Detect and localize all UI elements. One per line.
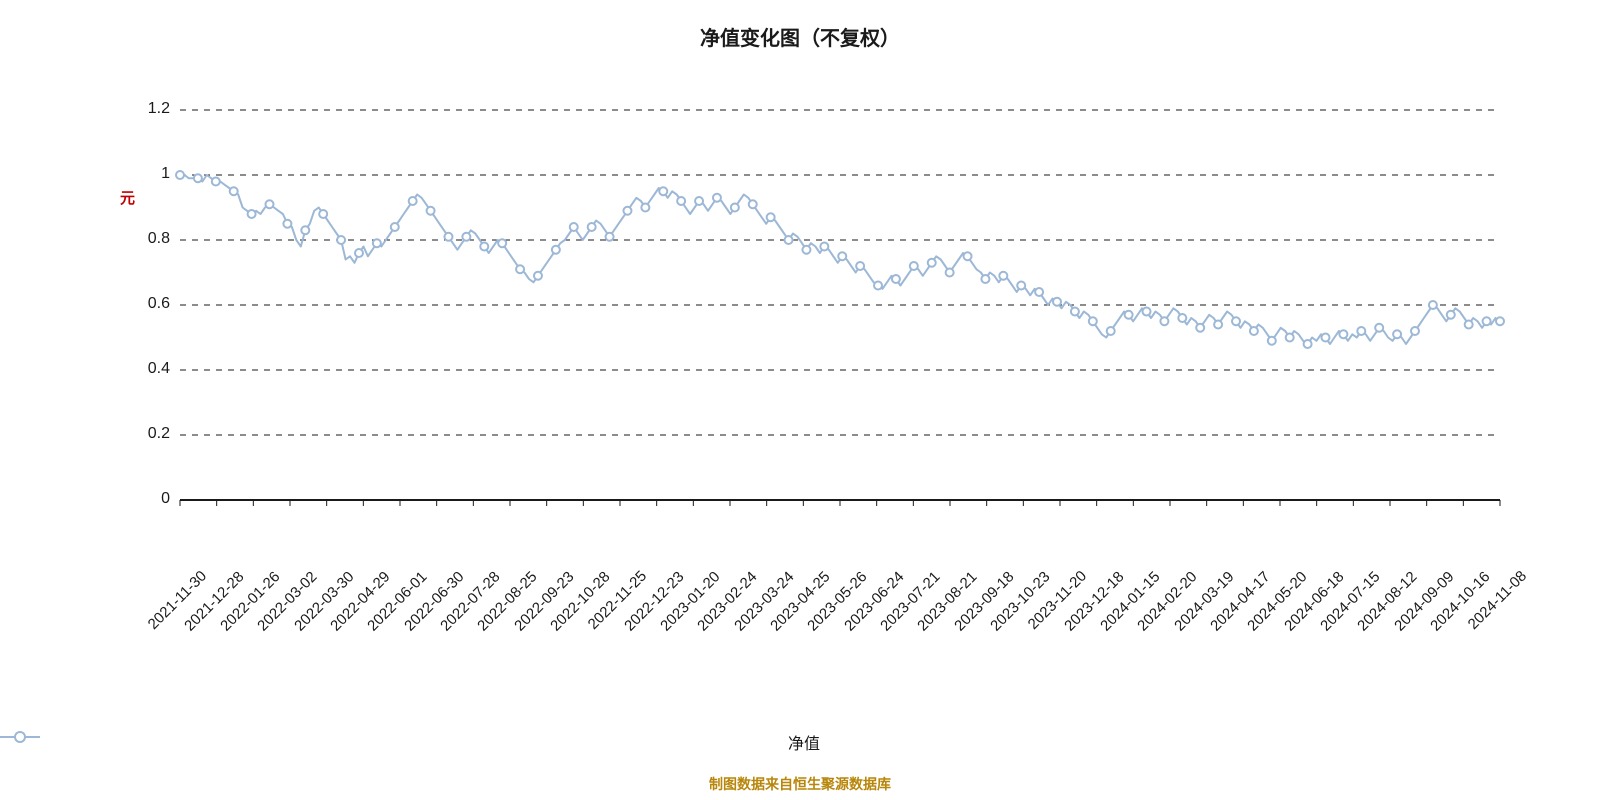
y-tick-label: 0.2	[120, 425, 170, 443]
y-tick-label: 0	[120, 490, 170, 508]
y-tick-label: 1	[120, 165, 170, 183]
chart-footer: 制图数据来自恒生聚源数据库	[0, 774, 1600, 794]
chart-svg	[0, 0, 1600, 800]
y-tick-label: 0.4	[120, 360, 170, 378]
chart-container: 净值变化图（不复权） 元 净值 制图数据来自恒生聚源数据库 00.20.40.6…	[0, 0, 1600, 800]
y-tick-label: 0.6	[120, 295, 170, 313]
y-tick-label: 0.8	[120, 230, 170, 248]
legend: 净值	[0, 730, 1600, 754]
legend-label: 净值	[788, 730, 820, 754]
y-tick-label: 1.2	[120, 100, 170, 118]
